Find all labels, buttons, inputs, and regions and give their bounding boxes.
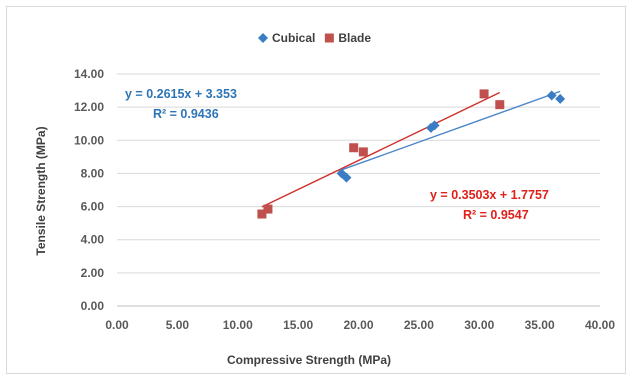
x-axis-label: Compressive Strength (MPa) — [227, 353, 391, 367]
cubical-equation: y = 0.2615x + 3.353 — [125, 87, 237, 101]
legend-diamond-icon — [258, 33, 268, 43]
x-tick-label: 30.00 — [464, 318, 494, 332]
y-axis-label: Tensile Strength (MPa) — [34, 126, 48, 255]
y-tick-label: 14.00 — [74, 67, 104, 81]
cubical-trendline-label: y = 0.2615x + 3.353 R² = 0.9436 — [125, 87, 237, 121]
x-tick-label: 25.00 — [404, 318, 434, 332]
x-tick-label: 20.00 — [343, 318, 373, 332]
blade-point — [495, 100, 505, 110]
x-tick-label: 40.00 — [585, 318, 615, 332]
blade-r-squared: R² = 0.9547 — [463, 208, 529, 222]
y-tick-label: 4.00 — [81, 233, 105, 247]
legend: Cubical Blade — [258, 31, 371, 45]
y-tick-label: 10.00 — [74, 133, 104, 147]
blade-point — [358, 147, 368, 157]
gridlines — [117, 73, 600, 307]
cubical-point — [555, 93, 566, 104]
blade-trendline-label: y = 0.3503x + 1.7757 R² = 0.9547 — [430, 188, 549, 222]
cubical-point — [546, 90, 557, 101]
legend-square-icon — [324, 33, 334, 43]
x-tick-label: 10.00 — [223, 318, 253, 332]
y-tick-label: 6.00 — [81, 200, 105, 214]
scatter-plot: 0.00 5.00 10.00 15.00 20.00 25.00 30.00 35.00 40… — [34, 31, 615, 367]
y-tick-label: 8.00 — [81, 166, 105, 180]
blade-equation: y = 0.3503x + 1.7757 — [430, 188, 549, 202]
legend-label: Blade — [338, 31, 371, 45]
x-tick-label: 5.00 — [166, 318, 190, 332]
chart-area: 0.00 5.00 10.00 15.00 20.00 25.00 30.00 35.00 40… — [6, 6, 626, 374]
x-axis-ticks: 0.00 5.00 10.00 15.00 20.00 25.00 30.00 35.00 40… — [105, 318, 615, 332]
y-axis-ticks: 0.00 2.00 4.00 6.00 8.00 10.00 12.00 14.00 — [74, 67, 104, 313]
x-tick-label: 35.00 — [525, 318, 555, 332]
blade-point — [479, 89, 489, 99]
cubical-r-squared: R² = 0.9436 — [153, 107, 219, 121]
x-tick-label: 0.00 — [105, 318, 129, 332]
y-tick-label: 2.00 — [81, 266, 105, 280]
cubical-point — [429, 120, 440, 131]
data-points — [257, 89, 566, 219]
cubical-trendline — [341, 90, 561, 171]
y-tick-label: 0.00 — [81, 299, 105, 313]
y-tick-label: 12.00 — [74, 100, 104, 114]
blade-point — [349, 143, 359, 153]
blade-point — [257, 209, 267, 219]
blade-point — [263, 204, 273, 214]
trendlines — [261, 90, 561, 208]
blade-trendline — [261, 91, 501, 208]
x-tick-label: 15.00 — [283, 318, 313, 332]
legend-label: Cubical — [272, 31, 315, 45]
cubical-point — [341, 172, 352, 183]
